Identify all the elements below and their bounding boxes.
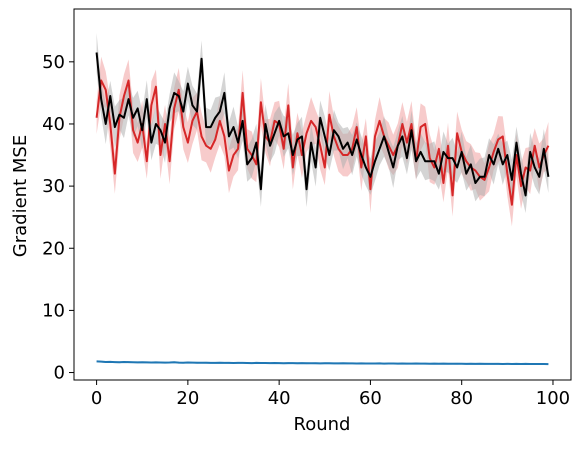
- x-tick-label: 80: [450, 388, 473, 409]
- y-tick-label: 10: [42, 300, 65, 321]
- plot-frame: [73, 8, 572, 381]
- x-tick-label: 100: [536, 388, 570, 409]
- series-1-line: [95, 52, 550, 197]
- y-tick-label: 0: [54, 363, 65, 384]
- x-axis-label: Round: [294, 414, 351, 435]
- x-axis-ticks: 0 20 40 60 80 100: [91, 380, 570, 409]
- y-tick-label: 30: [42, 176, 65, 197]
- series-0-line: [95, 79, 550, 206]
- series-lines: [95, 52, 550, 366]
- x-tick-label: 60: [359, 388, 382, 409]
- x-tick-label: 20: [176, 388, 199, 409]
- x-tick-label: 40: [268, 388, 291, 409]
- series-2-line: [96, 360, 549, 366]
- x-tick-label: 0: [91, 388, 102, 409]
- y-tick-label: 50: [42, 52, 65, 73]
- y-tick-label: 40: [42, 114, 65, 135]
- y-tick-label: 20: [42, 238, 65, 259]
- y-axis-ticks: 0 10 20 30 40 50: [42, 52, 74, 384]
- y-axis-label: Gradient MSE: [10, 135, 31, 257]
